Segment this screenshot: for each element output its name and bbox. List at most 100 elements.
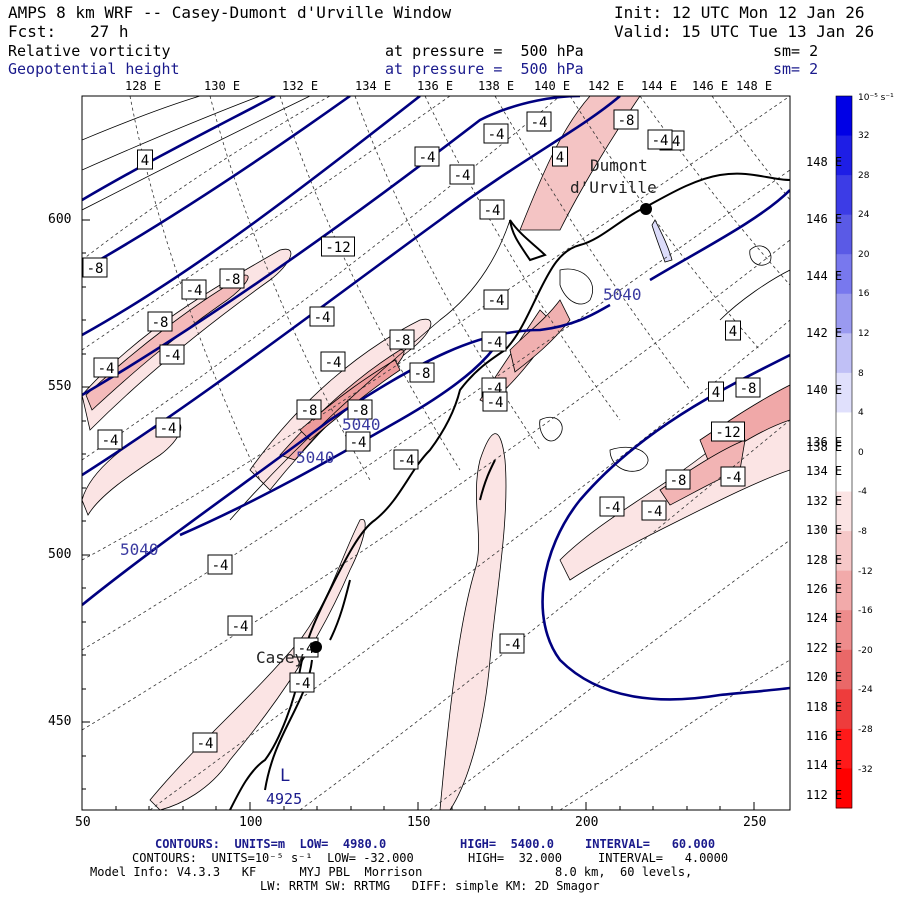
x-axis-ticks	[81, 802, 755, 810]
colorbar-swatch	[836, 649, 852, 690]
svg-text:-4: -4	[488, 127, 505, 143]
svg-text:-4: -4	[488, 293, 505, 309]
svg-text:-12: -12	[325, 240, 350, 256]
vorticity-value-label: -4	[289, 672, 315, 693]
field1-smoothing: sm= 2	[773, 42, 819, 60]
lon-right-label: 112 E	[806, 788, 843, 802]
svg-text:-8: -8	[224, 272, 241, 288]
x-label-150: 150	[407, 815, 431, 830]
lon-top-label: 130 E	[204, 79, 241, 93]
colorbar-label: 8	[858, 368, 864, 379]
vorticity-value-label: 4	[725, 320, 741, 341]
vorticity-value-label: -4	[599, 496, 625, 517]
vorticity-value-label: 4	[552, 146, 568, 167]
svg-text:-4: -4	[325, 355, 342, 371]
svg-text:-4: -4	[398, 453, 415, 469]
colorbar-swatch	[836, 491, 852, 532]
svg-text:-4: -4	[102, 433, 119, 449]
vorticity-value-label: -4	[483, 289, 509, 310]
lon-top-label: 132 E	[282, 79, 319, 93]
height-contour-interval: INTERVAL= 60.000	[585, 837, 716, 851]
svg-text:-4: -4	[98, 361, 115, 377]
vorticity-value-label: -4	[309, 306, 335, 327]
svg-text:-4: -4	[646, 504, 663, 520]
lon-right-label: 148 E	[806, 155, 843, 169]
colorbar-swatch	[836, 452, 852, 493]
svg-text:-4: -4	[419, 150, 436, 166]
field2-name: Geopotential height	[8, 60, 180, 78]
vorticity-contour-info: CONTOURS: UNITS=10⁻⁵ s⁻¹ LOW= -32.000	[132, 851, 414, 865]
svg-text:-4: -4	[212, 558, 229, 574]
colorbar-label: -20	[858, 645, 873, 656]
svg-text:-4: -4	[504, 637, 521, 653]
vorticity-value-label: -4	[647, 129, 673, 150]
vorticity-value-label: -4	[499, 633, 525, 654]
colorbar-label: 32	[858, 131, 870, 141]
vorticity-labels: 4-4-8-4-4-4-44-4-8-4-12-8-8-4-4-4-8-4-4-…	[82, 109, 761, 753]
field1-level: at pressure = 500 hPa	[385, 42, 584, 60]
svg-text:-4: -4	[298, 641, 315, 657]
svg-text:-8: -8	[670, 473, 687, 489]
vorticity-value-label: -4	[482, 391, 508, 412]
colorbar-label: -24	[858, 685, 873, 696]
colorbar-swatch	[836, 570, 852, 611]
vorticity-value-label: -8	[219, 268, 245, 289]
vorticity-value-label: -4	[483, 123, 509, 144]
vorticity-value-label: 4	[137, 149, 153, 170]
lon-right-label: 140 E	[806, 383, 843, 397]
colorbar-label: -28	[858, 725, 873, 735]
vorticity-contour-interval: INTERVAL= 4.0000	[598, 851, 729, 865]
field2-smoothing: sm= 2	[773, 60, 819, 78]
model-physics: LW: RRTM SW: RRTMG DIFF: simple KM: 2D S…	[260, 879, 600, 893]
svg-text:-4: -4	[487, 395, 504, 411]
lon-right-label: 138 E	[806, 440, 843, 454]
vorticity-value-label: -4	[227, 615, 253, 636]
casey-label: Casey	[256, 648, 305, 667]
svg-text:4: 4	[729, 324, 737, 340]
vorticity-value-label: -12	[711, 421, 745, 442]
svg-text:4: 4	[712, 385, 720, 401]
vorticity-shading	[82, 96, 790, 810]
vorticity-value-label: -8	[409, 362, 435, 383]
vorticity-value-label: -4	[155, 417, 181, 438]
height-contour-label: 5040	[603, 285, 642, 304]
colorbar-label: 16	[858, 289, 870, 300]
colorbar-label: 24	[858, 210, 870, 221]
vorticity-value-label: -4	[526, 111, 552, 132]
colorbar-frame	[835, 95, 853, 809]
svg-text:-8: -8	[301, 403, 318, 419]
colorbar-swatch	[836, 96, 852, 137]
vorticity-value-label: -4	[320, 351, 346, 372]
field1-name: Relative vorticity	[8, 42, 171, 60]
map-interior: 4-4-8-4-4-4-44-4-8-4-12-8-8-4-4-4-8-4-4-…	[82, 96, 790, 810]
svg-text:-12: -12	[715, 425, 740, 441]
height-labels: 5040 5040 5040 5040	[120, 285, 642, 559]
vorticity-value-label: -4	[479, 199, 505, 220]
colorbar-swatch	[836, 333, 852, 374]
lon-right-label: 116 E	[806, 729, 843, 743]
svg-text:-8: -8	[87, 261, 104, 277]
vorticity-value-label: -12	[321, 236, 355, 257]
svg-text:-8: -8	[740, 381, 757, 397]
lon-right-label: 146 E	[806, 212, 843, 226]
vorticity-value-label: -8	[665, 469, 691, 490]
model-info: Model Info: V4.3.3 KF MYJ PBL Morrison	[90, 865, 423, 879]
dumont-label: Dumont	[590, 156, 648, 175]
vorticity-value-label: -4	[345, 431, 371, 452]
lon-right-label: 142 E	[806, 326, 843, 340]
valid-time: Valid: 15 UTC Tue 13 Jan 26	[614, 22, 875, 41]
lon-right-label: 136 E	[806, 435, 843, 449]
lon-top-label: 148 E	[736, 79, 773, 93]
vorticity-value-label: -4	[93, 357, 119, 378]
colorbar-unit: 10⁻⁵ s⁻¹	[858, 93, 894, 103]
svg-text:-8: -8	[394, 333, 411, 349]
lon-top-label: 146 E	[692, 79, 729, 93]
svg-text:-4: -4	[294, 676, 311, 692]
lon-right-label: 144 E	[806, 269, 843, 283]
x-label-100: 100	[239, 815, 263, 830]
lon-top-label: 136 E	[417, 79, 454, 93]
lon-right-label: 114 E	[806, 758, 843, 772]
height-contour-label: 5040	[296, 448, 335, 467]
svg-text:4: 4	[141, 153, 149, 169]
